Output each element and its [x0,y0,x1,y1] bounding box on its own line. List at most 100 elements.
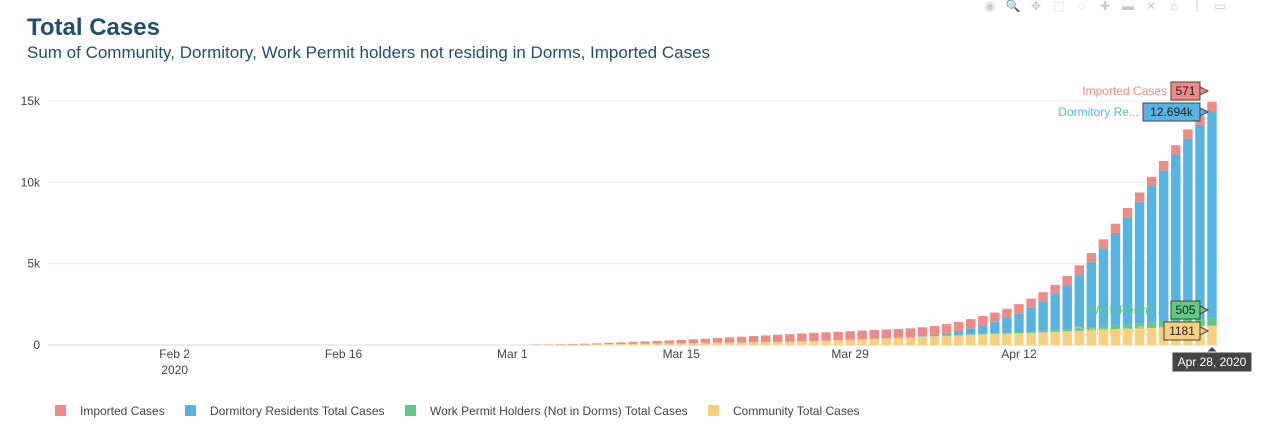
bar-segment[interactable] [724,337,735,343]
bar-segment[interactable] [712,338,723,343]
bar-segment[interactable] [1122,217,1133,325]
bar-segment[interactable] [628,341,638,344]
bar-segment[interactable] [893,328,904,338]
bar-segment[interactable] [857,330,867,340]
bar-segment[interactable] [1050,294,1060,330]
bar-segment[interactable] [1002,332,1012,334]
bar-segment[interactable] [978,325,988,334]
zoom-in-icon[interactable]: ✚ [1099,0,1111,12]
bar-segment[interactable] [773,341,783,345]
legend[interactable]: Imported Cases Dormitory Residents Total … [55,404,860,418]
bar-segment[interactable] [821,332,831,341]
bar-segment[interactable] [1110,325,1121,330]
bar-segment[interactable] [1098,326,1109,330]
bar-segment[interactable] [929,325,940,335]
bar-segment[interactable] [1134,201,1145,324]
bar-segment[interactable] [1014,313,1024,332]
bar-segment[interactable] [1183,129,1193,139]
bar-segment[interactable] [966,328,976,335]
bar-segment[interactable] [1134,323,1145,329]
bar-segment[interactable] [1050,331,1060,345]
bar-segment[interactable] [953,335,964,345]
bar-segment[interactable] [1171,154,1181,321]
bar-segment[interactable] [833,340,843,345]
bar-segment[interactable] [1146,322,1157,328]
bar-segment[interactable] [628,343,638,345]
bar-segment[interactable] [953,331,964,336]
bar-segment[interactable] [845,331,855,340]
bar-segment[interactable] [592,343,602,345]
bar-segment[interactable] [966,334,976,345]
bar-segment[interactable] [1159,170,1169,322]
autoscale-icon[interactable]: ✕ [1145,0,1157,12]
bar-segment[interactable] [1002,308,1012,318]
zoom-out-icon[interactable]: ▬ [1122,0,1134,12]
bar-segment[interactable] [1050,329,1060,332]
bar-segment[interactable] [640,343,650,345]
bar-segment[interactable] [567,343,578,345]
bar-segment[interactable] [821,340,831,345]
camera-icon[interactable]: ◉ [984,0,996,12]
legend-item[interactable]: Work Permit Holders (Not in Dorms) Total… [405,404,688,418]
bar-segment[interactable] [1074,274,1084,329]
bar-segment[interactable] [869,330,879,339]
bars[interactable] [531,101,1217,345]
bar-segment[interactable] [990,312,1000,322]
bar-segment[interactable] [797,341,807,345]
bar-segment[interactable] [724,342,735,345]
bar-segment[interactable] [1110,329,1121,345]
bar-segment[interactable] [1207,101,1217,112]
bar-segment[interactable] [1026,332,1036,345]
bar-segment[interactable] [1159,161,1169,171]
bar-segment[interactable] [1207,325,1217,345]
legend-item[interactable]: Imported Cases [55,404,165,418]
bar-segment[interactable] [1014,331,1024,334]
bar-segment[interactable] [688,343,699,345]
bar-segment[interactable] [736,342,747,345]
bar-segment[interactable] [1050,284,1060,295]
bar-segment[interactable] [1038,292,1048,302]
bar-segment[interactable] [1122,208,1133,218]
bar-segment[interactable] [664,343,674,345]
bar-segment[interactable] [1098,248,1109,327]
bar-segment[interactable] [700,342,711,345]
bar-segment[interactable] [990,321,1000,334]
bar-segment[interactable] [1098,239,1109,249]
bar-segment[interactable] [990,333,1000,334]
bar-segment[interactable] [1086,330,1097,345]
bar-segment[interactable] [1146,327,1157,345]
bar-segment[interactable] [1026,307,1036,332]
bar-segment[interactable] [748,342,759,345]
bar-segment[interactable] [1062,331,1072,345]
bar-segment[interactable] [809,340,819,345]
bar-segment[interactable] [1086,327,1097,331]
bar-segment[interactable] [917,336,928,345]
bar-segment[interactable] [905,328,916,338]
bar-segment[interactable] [1195,124,1205,319]
bar-segment[interactable] [1038,301,1048,331]
bar-segment[interactable] [953,321,964,332]
bar-segment[interactable] [845,339,855,345]
bar-segment[interactable] [1171,145,1181,155]
bar-segment[interactable] [1134,328,1145,345]
bar-segment[interactable] [700,338,711,343]
home-icon[interactable]: ⌂ [1170,0,1178,12]
bar-segment[interactable] [652,343,662,345]
bar-segment[interactable] [941,333,952,336]
bar-segment[interactable] [785,334,795,342]
bar-segment[interactable] [712,342,723,345]
bar-segment[interactable] [1207,111,1217,318]
bar-segment[interactable] [1062,285,1072,330]
bar-segment[interactable] [1014,304,1024,314]
bar-segment[interactable] [1014,333,1024,345]
bar-segment[interactable] [736,336,747,343]
bar-segment[interactable] [978,316,988,326]
bar-segment[interactable] [1183,138,1193,320]
bar-segment[interactable] [905,337,916,345]
bar-segment[interactable] [652,340,662,344]
bar-segment[interactable] [797,333,807,342]
bar-segment[interactable] [676,339,686,344]
bar-segment[interactable] [1122,328,1133,345]
bar-segment[interactable] [857,339,867,345]
